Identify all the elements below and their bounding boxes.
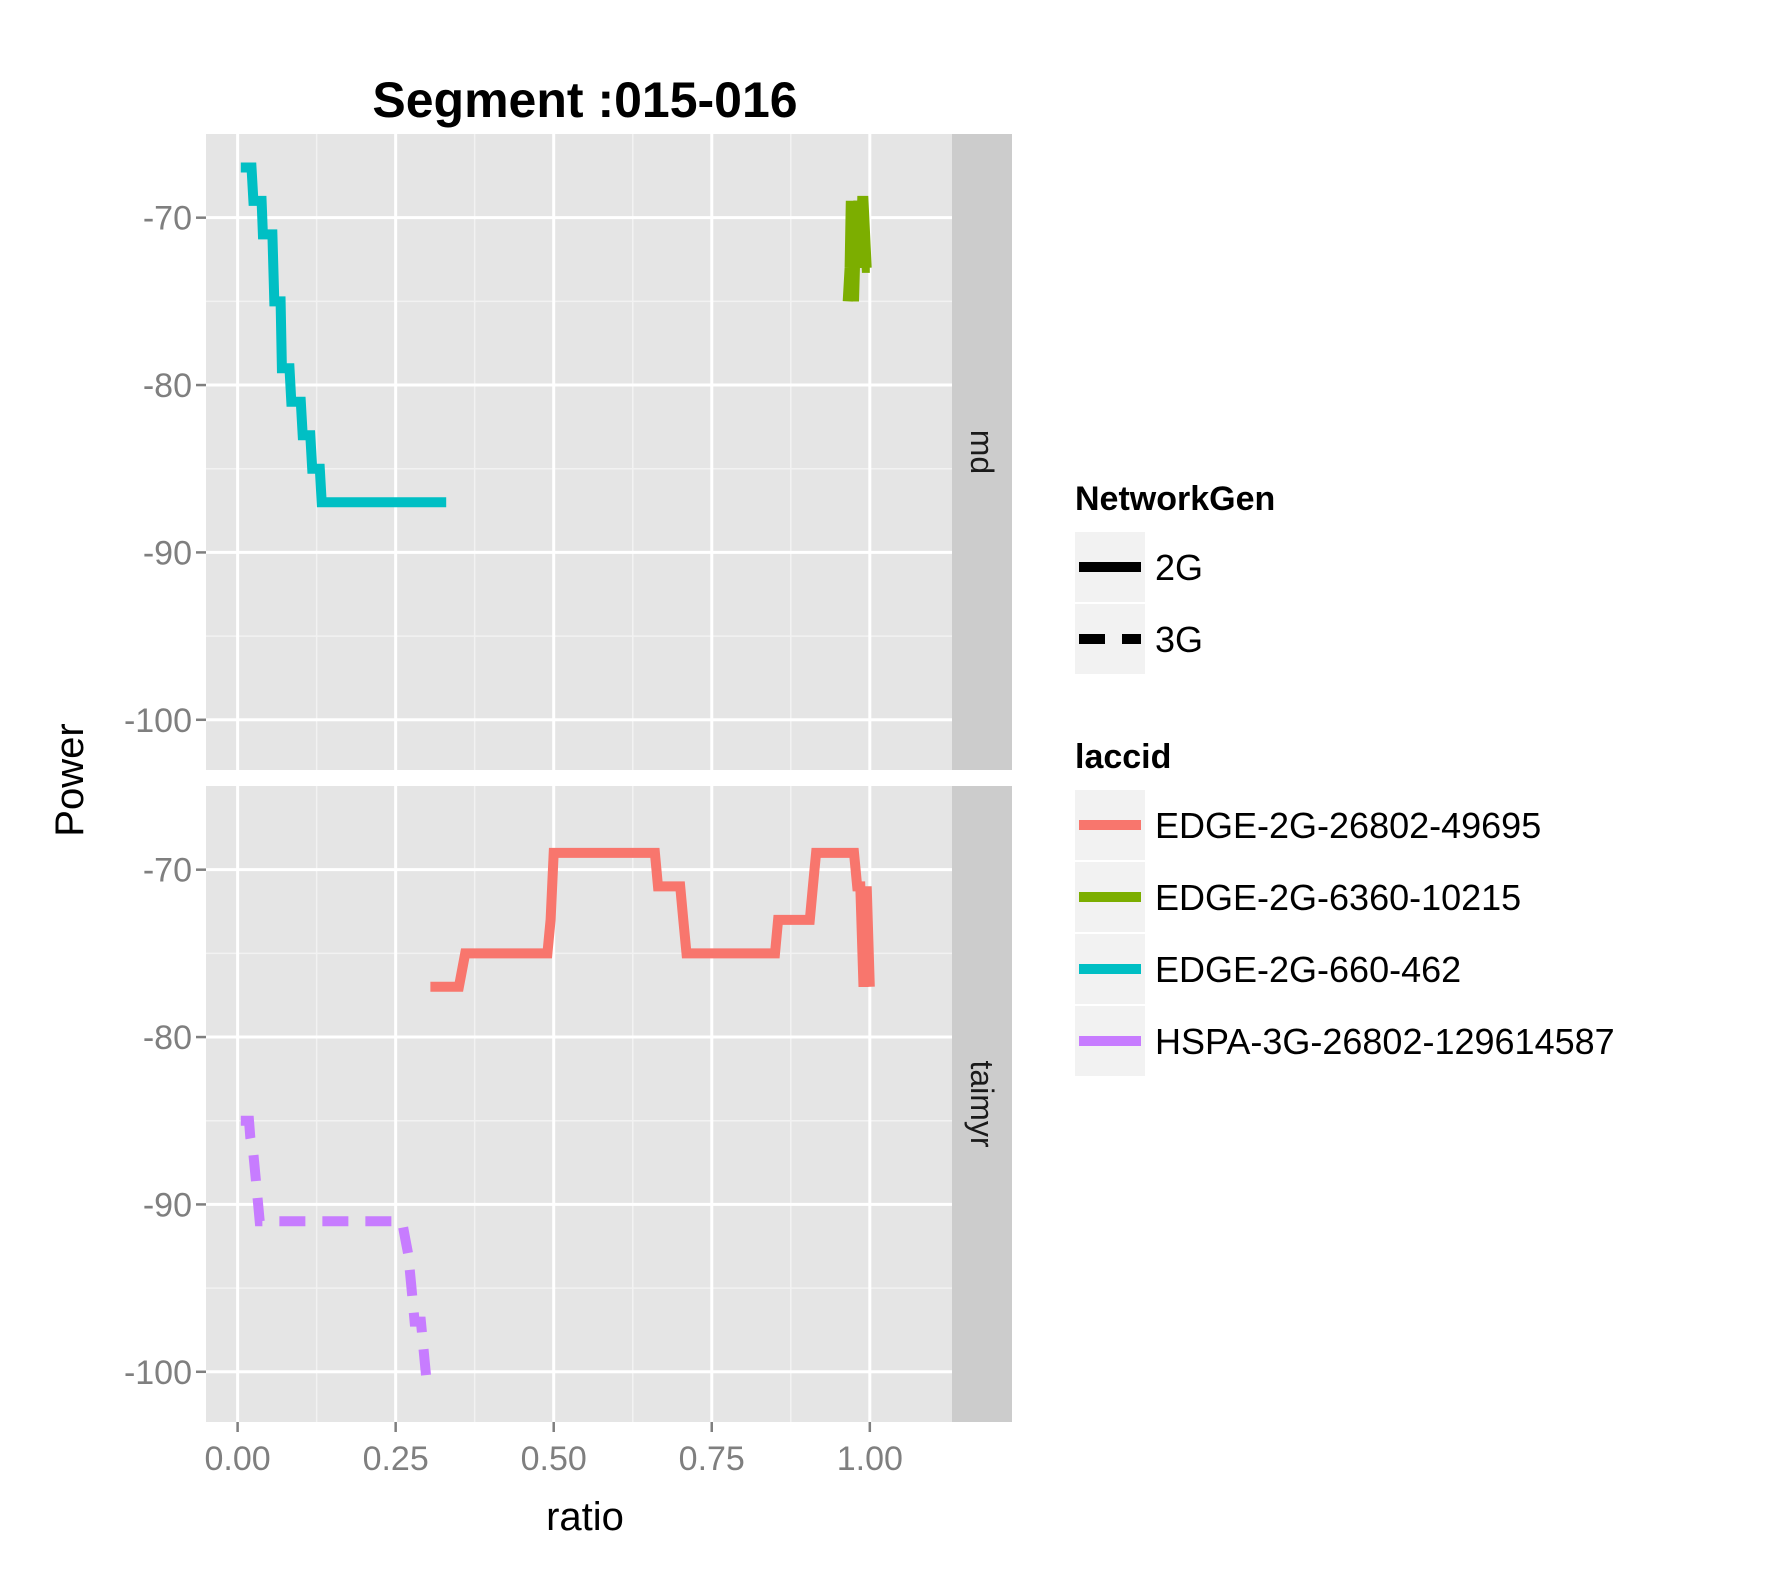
- axes: -100 -90 -80 -70 -100 -90 -80 -70 0.00 0.25 0.50 0.…: [124, 200, 903, 1478]
- y-tick-label: -100: [124, 702, 192, 740]
- facet-panels: md taimyr: [206, 134, 1012, 1422]
- legend: NetworkGen 2G 3G laccid EDGE-2G-26802-49695 E…: [1075, 480, 1615, 1076]
- x-tick-label: 0.75: [679, 1440, 745, 1478]
- legend-label-edge-2g-660-462: EDGE-2G-660-462: [1155, 949, 1461, 990]
- x-tick-label: 1.00: [837, 1440, 903, 1478]
- legend-label-2g: 2G: [1155, 547, 1203, 588]
- y-tick-label: -100: [124, 1354, 192, 1392]
- facet-strip-label: md: [964, 430, 1000, 474]
- x-tick-label: 0.25: [363, 1440, 429, 1478]
- y-tick-label: -80: [143, 1019, 192, 1057]
- facet-panel-md: md: [206, 134, 1012, 770]
- series-line-hspa-3g-26802-129614587: [240, 1115, 433, 1389]
- legend-title-networkgen: NetworkGen: [1075, 480, 1275, 518]
- panel-background: [206, 134, 952, 770]
- facet-strip: [952, 134, 1012, 770]
- y-tick-label: -70: [143, 200, 192, 238]
- series-line-edge-2g-6360-10215: [842, 195, 872, 302]
- series-line-edge-2g-660-462: [240, 162, 447, 508]
- series-line-edge-2g-26802-49695: [430, 847, 875, 992]
- panel-background: [206, 786, 952, 1422]
- legend-label-edge-2g-6360-10215: EDGE-2G-6360-10215: [1155, 877, 1521, 918]
- legend-label-hspa-3g-26802-129614587: HSPA-3G-26802-129614587: [1155, 1021, 1615, 1062]
- x-tick-label: 0.50: [521, 1440, 587, 1478]
- legend-label-3g: 3G: [1155, 619, 1203, 660]
- legend-label-edge-2g-26802-49695: EDGE-2G-26802-49695: [1155, 805, 1541, 846]
- y-tick-label: -80: [143, 367, 192, 405]
- chart-title: Segment :015-016: [372, 72, 797, 128]
- x-tick-label: 0.00: [205, 1440, 271, 1478]
- facet-panel-taimyr: taimyr: [206, 786, 1012, 1422]
- x-axis-title: ratio: [546, 1495, 624, 1539]
- y-axis-title: Power: [48, 723, 92, 836]
- facet-strip: [952, 786, 1012, 1422]
- y-tick-label: -70: [143, 852, 192, 890]
- legend-title-laccid: laccid: [1075, 738, 1171, 776]
- y-tick-label: -90: [143, 534, 192, 572]
- y-tick-label: -90: [143, 1186, 192, 1224]
- facet-strip-label: taimyr: [964, 1060, 1000, 1147]
